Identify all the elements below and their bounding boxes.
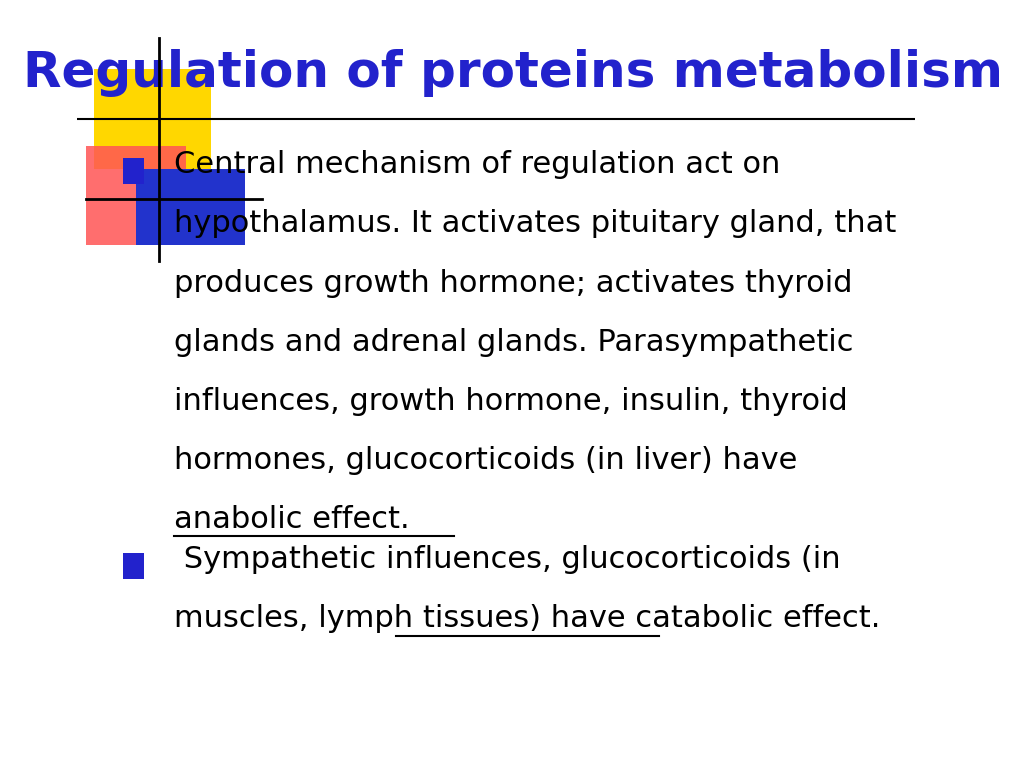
Text: glands and adrenal glands. Parasympathetic: glands and adrenal glands. Parasympathet… <box>174 328 853 357</box>
Text: Central mechanism of regulation act on: Central mechanism of regulation act on <box>174 150 780 179</box>
Text: anabolic effect.: anabolic effect. <box>174 505 410 534</box>
FancyBboxPatch shape <box>124 158 144 184</box>
Text: hormones, glucocorticoids (in liver) have: hormones, glucocorticoids (in liver) hav… <box>174 446 797 475</box>
FancyBboxPatch shape <box>86 146 186 245</box>
FancyBboxPatch shape <box>136 169 245 245</box>
Text: produces growth hormone; activates thyroid: produces growth hormone; activates thyro… <box>174 268 852 298</box>
Text: hypothalamus. It activates pituitary gland, that: hypothalamus. It activates pituitary gla… <box>174 209 896 239</box>
Text: influences, growth hormone, insulin, thyroid: influences, growth hormone, insulin, thy… <box>174 387 848 416</box>
Text: Sympathetic influences, glucocorticoids (in: Sympathetic influences, glucocorticoids … <box>174 545 841 574</box>
Text: Regulation of proteins metabolism: Regulation of proteins metabolism <box>23 49 1002 97</box>
FancyBboxPatch shape <box>94 69 211 169</box>
FancyBboxPatch shape <box>124 553 144 579</box>
Text: muscles, lymph tissues) have catabolic effect.: muscles, lymph tissues) have catabolic e… <box>174 604 880 634</box>
